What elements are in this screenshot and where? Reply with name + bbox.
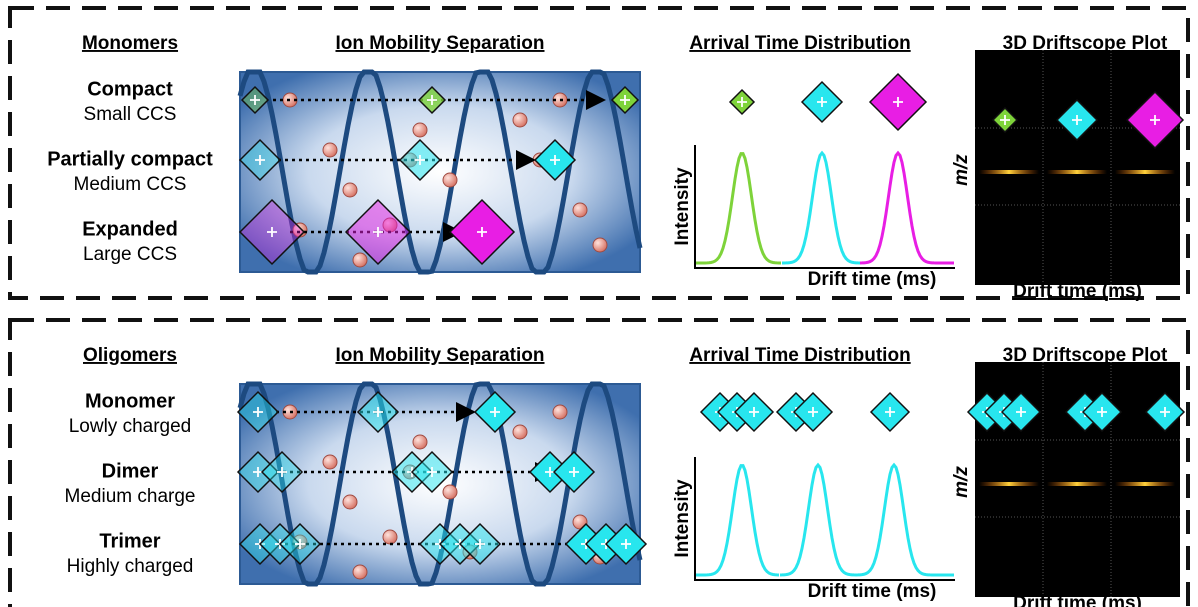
atd-peak [856,465,954,575]
atd-peak [780,465,856,575]
signal-band [1047,482,1107,486]
row-name: Trimer [99,530,160,552]
gas-particle [353,565,367,579]
gas-particle [443,173,457,187]
panel-header: Monomers [82,33,178,54]
gas-particle [413,123,427,137]
atd-peak [860,153,954,263]
atd-x-label: Drift time (ms) [808,269,937,290]
gas-particle [383,530,397,544]
gas-particle [593,238,607,252]
gas-particle [443,485,457,499]
gas-particle [553,405,567,419]
signal-band [979,170,1039,174]
row-name: Compact [87,78,173,100]
gas-particle [353,253,367,267]
panel-header: Ion Mobility Separation [335,33,544,54]
row-desc: Small CCS [84,104,177,125]
gas-particle [343,183,357,197]
plot-x-label: Drift time (ms) [1013,593,1142,607]
row-desc: Medium charge [65,486,196,507]
atd-y-label: Intensity [672,167,693,246]
atd-peak [782,153,860,263]
row-desc: Medium CCS [74,174,187,195]
atd-axes [695,457,955,580]
gas-particle [343,495,357,509]
plot-x-label: Drift time (ms) [1013,281,1142,302]
atd-peak [695,154,781,263]
row-desc: Lowly charged [69,416,192,437]
row-name: Monomer [85,390,175,412]
row-name: Dimer [102,460,159,482]
panel-header: Arrival Time Distribution [689,33,910,54]
gas-particle [513,425,527,439]
row-name: Expanded [82,218,178,240]
signal-band [1115,482,1175,486]
atd-x-label: Drift time (ms) [808,581,937,602]
gas-particle [513,113,527,127]
row-name: Partially compact [47,148,213,170]
gas-particle [573,203,587,217]
atd-peak [695,466,779,575]
gas-particle [413,435,427,449]
signal-band [1047,170,1107,174]
row-desc: Highly charged [67,556,194,577]
panel-header: Arrival Time Distribution [689,345,910,366]
gas-particle [323,143,337,157]
gas-particle [323,455,337,469]
diagram: Monomers Ion Mobility Separation Arrival T… [0,0,1198,607]
signal-band [979,482,1039,486]
panel-header: Ion Mobility Separation [335,345,544,366]
plot-y-label: m/z [951,154,972,186]
driftscope-plot [975,50,1180,285]
panel-header: Oligomers [83,345,177,366]
plot-y-label: m/z [951,466,972,498]
signal-band [1115,170,1175,174]
row-desc: Large CCS [83,244,177,265]
atd-y-label: Intensity [672,479,693,558]
